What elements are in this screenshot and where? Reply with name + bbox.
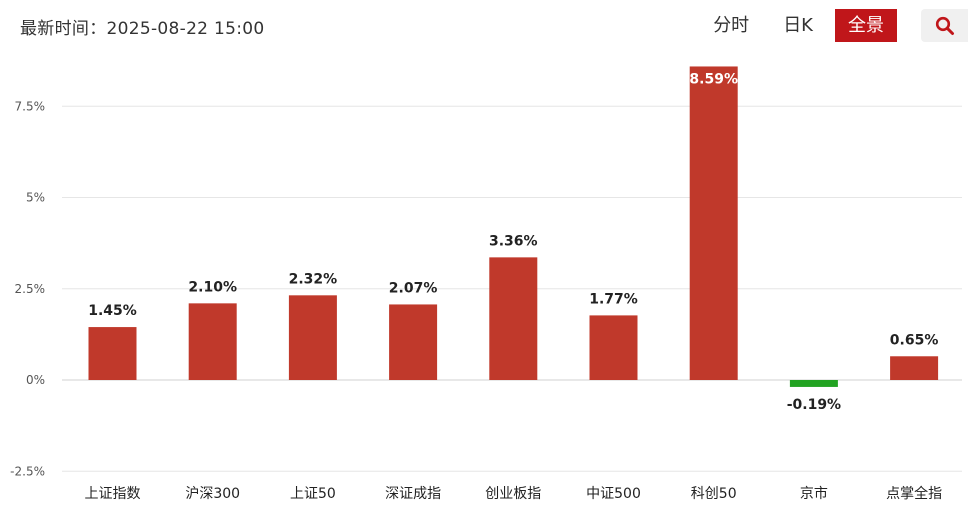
category-label: 上证50 [290,486,336,502]
data-label: 1.45% [88,303,137,319]
data-label: 2.07% [389,280,438,296]
bar[interactable] [489,257,538,380]
category-label: 点掌全指 [886,485,942,502]
data-label: 8.59% [689,71,738,87]
category-label: 中证500 [586,486,641,502]
data-label: 3.36% [489,233,538,249]
search-button[interactable] [921,9,968,42]
bar[interactable] [589,315,638,380]
y-tick-label: 0% [26,373,45,387]
y-tick-label: 5% [26,191,45,205]
data-label: 2.10% [188,279,237,295]
bar[interactable] [890,356,939,380]
data-label: -0.19% [787,397,841,413]
bar[interactable] [789,380,838,387]
tab-panorama[interactable]: 全景 [835,9,897,42]
bar[interactable] [288,295,337,380]
y-tick-label: 7.5% [15,99,46,113]
bar[interactable] [689,66,738,380]
y-tick-label: -2.5% [10,464,45,478]
search-icon [935,16,954,35]
data-label: 1.77% [589,291,638,307]
data-labels: 1.45% 2.10% 2.32% 2.07% 3.36% 1.77% 8.59% -0.19… [88,71,938,412]
bar[interactable] [88,327,137,380]
category-label: 科创50 [691,486,737,502]
data-label: 2.32% [289,271,338,287]
category-label: 沪深300 [185,486,240,502]
bar[interactable] [188,303,237,380]
category-label: 深证成指 [385,486,441,502]
bar[interactable] [389,304,438,380]
data-label: 0.65% [890,332,939,348]
x-axis: 上证指数 沪深300 上证50 深证成指 创业板指 中证500 科创50 京市 点掌全指 [85,485,943,502]
category-label: 京市 [800,485,828,502]
tab-intraday[interactable]: 分时 [713,15,750,36]
y-tick-label: 2.5% [15,282,46,296]
view-tabs: 分时 日K 全景 [701,9,968,42]
update-time: 最新时间：2025-08-22 15:00 [20,19,265,39]
tab-daily-k[interactable]: 日K [783,15,813,36]
top-bar: 最新时间：2025-08-22 15:00 分时 日K 全景 [0,0,968,52]
category-label: 上证指数 [85,486,141,502]
index-change-chart: -2.5% 0% 2.5% 5% 7.5% 1.45% 2.10% 2.32% 2.07% 3.… [10,66,962,502]
y-axis: -2.5% 0% 2.5% 5% 7.5% [10,99,45,478]
bars [88,66,939,387]
category-label: 创业板指 [485,486,541,502]
